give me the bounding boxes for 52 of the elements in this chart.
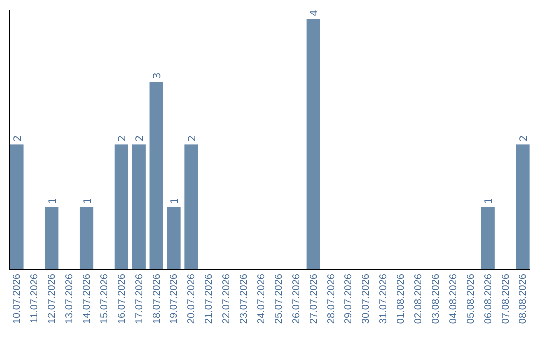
x-tick-label: 28.07.2026 xyxy=(326,274,338,324)
x-tick-label: 31.07.2026 xyxy=(378,274,390,324)
x-tick-label: 25.07.2026 xyxy=(274,274,285,324)
x-tick-label: 26.07.2026 xyxy=(291,274,302,324)
x-tick-label: 15.07.2026 xyxy=(99,274,110,324)
x-tick-label: 02.08.2026 xyxy=(414,274,425,324)
x-tick-label: 07.08.2026 xyxy=(500,274,512,324)
x-tick-label: 20.07.2026 xyxy=(186,274,198,324)
x-tick-label: 04.08.2026 xyxy=(448,274,460,324)
bar xyxy=(306,19,320,270)
bar xyxy=(114,144,128,270)
bar xyxy=(132,144,146,270)
bar xyxy=(150,82,164,270)
data-label: 1 xyxy=(170,198,182,204)
x-tick-label: 12.07.2026 xyxy=(47,274,58,324)
x-tick-label: 22.07.2026 xyxy=(222,274,233,324)
bar xyxy=(167,207,181,270)
data-label: 1 xyxy=(48,198,59,204)
bar xyxy=(10,144,24,270)
bar xyxy=(80,207,94,270)
x-tick-label: 03.08.2026 xyxy=(430,274,442,324)
bar xyxy=(45,207,59,270)
x-tick-label: 29.07.2026 xyxy=(344,274,355,324)
data-label: 2 xyxy=(187,135,198,142)
x-tick-label: 01.08.2026 xyxy=(396,274,408,324)
bar xyxy=(481,207,495,270)
x-tick-label: 27.07.2026 xyxy=(308,274,320,324)
x-tick-label: 21.07.2026 xyxy=(204,274,216,324)
data-label: 3 xyxy=(152,72,164,80)
x-tick-label: 19.07.2026 xyxy=(169,274,180,324)
x-tick-label: 06.08.2026 xyxy=(483,274,494,324)
bar xyxy=(184,144,198,270)
data-label: 4 xyxy=(310,10,321,16)
x-tick-label: 18.07.2026 xyxy=(152,274,163,324)
data-label: 2 xyxy=(519,135,530,142)
x-tick-label: 16.07.2026 xyxy=(116,274,128,324)
x-tick-label: 13.07.2026 xyxy=(64,274,76,324)
bar xyxy=(516,144,530,270)
data-label: 2 xyxy=(118,135,129,142)
x-tick-label: 23.07.2026 xyxy=(239,274,250,324)
x-tick-label: 24.07.2026 xyxy=(256,274,268,324)
x-tick-label: 08.08.2026 xyxy=(518,274,530,324)
x-tick-label: 14.07.2026 xyxy=(82,274,93,324)
x-tick-label: 11.07.2026 xyxy=(30,274,41,324)
x-tick-label: 30.07.2026 xyxy=(361,274,372,324)
x-tick-label: 10.07.2026 xyxy=(12,274,24,324)
data-label: 2 xyxy=(12,135,24,142)
data-label: 2 xyxy=(135,135,146,142)
data-label: 1 xyxy=(484,198,496,204)
x-tick-label: 17.07.2026 xyxy=(134,274,146,324)
data-label: 1 xyxy=(82,198,94,204)
x-tick-label: 05.08.2026 xyxy=(466,274,477,324)
